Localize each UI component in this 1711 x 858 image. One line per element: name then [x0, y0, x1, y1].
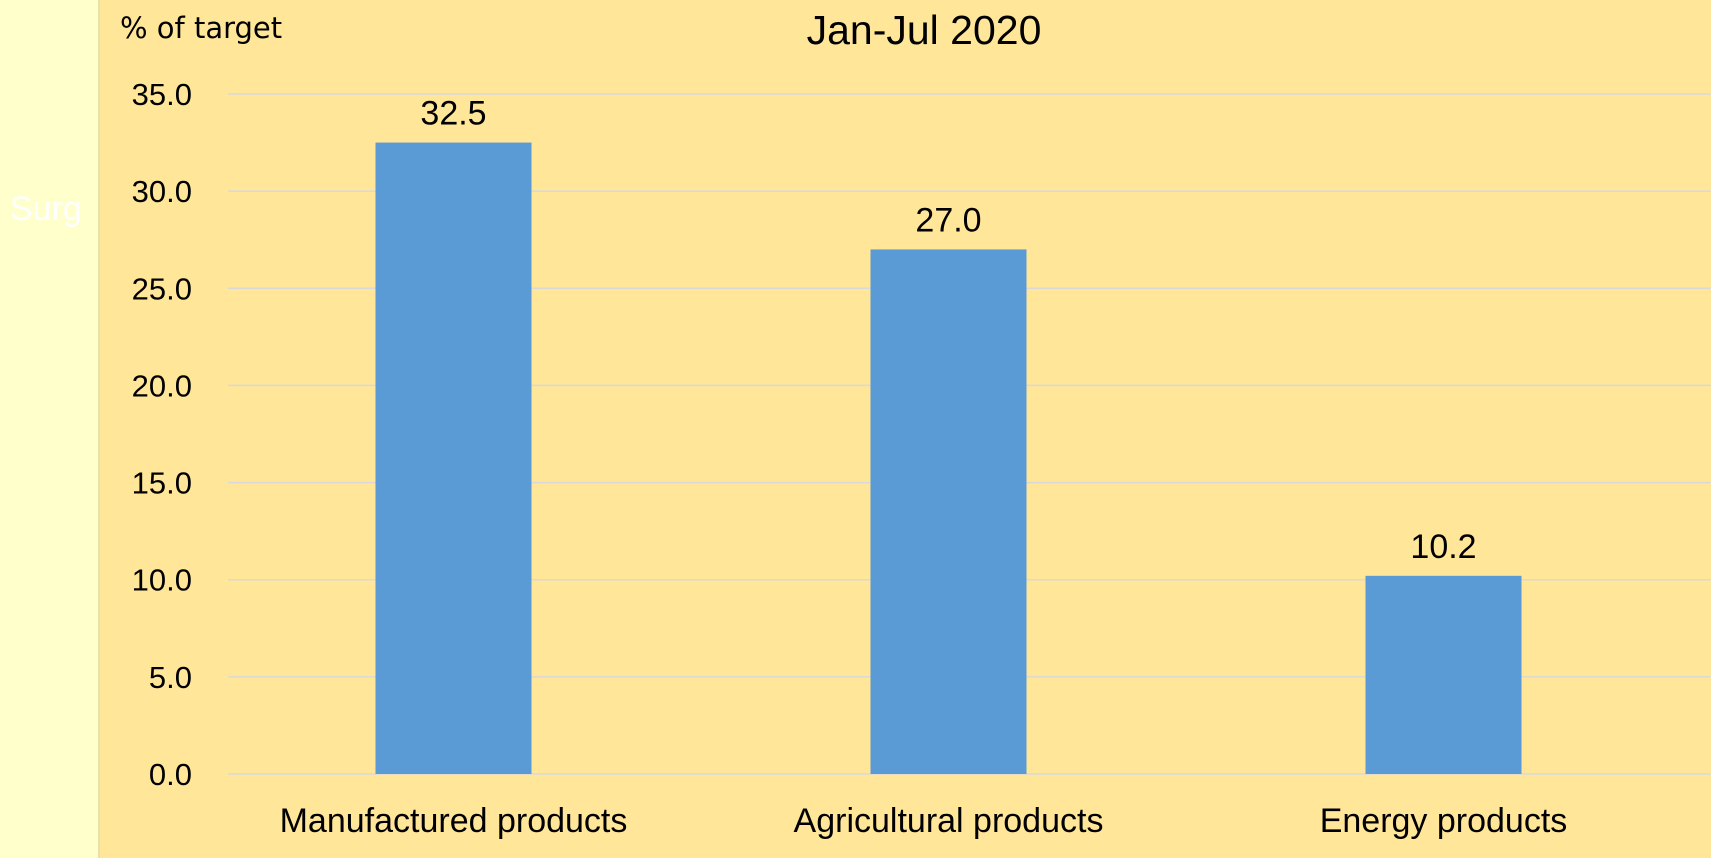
- y-tick-label: 35.0: [132, 77, 192, 112]
- x-category-label: Energy products: [1320, 802, 1568, 840]
- chart-title: Jan-Jul 2020: [807, 7, 1042, 53]
- x-category-label: Agricultural products: [794, 802, 1104, 840]
- y-tick-label: 10.0: [132, 563, 192, 598]
- y-axis-ticks: 0.0 5.0 10.0 15.0 20.0 25.0 30.0 35.0: [132, 77, 192, 792]
- bar: [870, 249, 1027, 774]
- bar: [1365, 575, 1522, 774]
- bar: [375, 142, 532, 775]
- side-panel: Surg: [0, 0, 98, 858]
- data-label: 27.0: [915, 201, 981, 239]
- y-axis-unit-label: % of target: [120, 11, 282, 45]
- x-axis-categories: Manufactured products Agricultural produc…: [280, 802, 1568, 840]
- bar-chart: % of target Jan-Jul 2020 0.0 5.0 10.0 15.0 2…: [120, 7, 1711, 840]
- y-tick-label: 30.0: [132, 174, 192, 209]
- side-panel-text: Surg: [10, 190, 82, 228]
- bars: [375, 142, 1522, 775]
- y-tick-label: 15.0: [132, 466, 192, 501]
- data-label: 32.5: [420, 95, 486, 133]
- data-label: 10.2: [1410, 528, 1476, 566]
- y-tick-label: 0.0: [149, 757, 192, 792]
- y-tick-label: 25.0: [132, 271, 192, 306]
- chart-area: % of target Jan-Jul 2020 0.0 5.0 10.0 15.0 2…: [98, 0, 1711, 858]
- y-tick-label: 5.0: [149, 660, 192, 695]
- x-category-label: Manufactured products: [280, 802, 628, 840]
- y-tick-label: 20.0: [132, 368, 192, 403]
- data-labels: 32.5 27.0 10.2: [420, 95, 1476, 566]
